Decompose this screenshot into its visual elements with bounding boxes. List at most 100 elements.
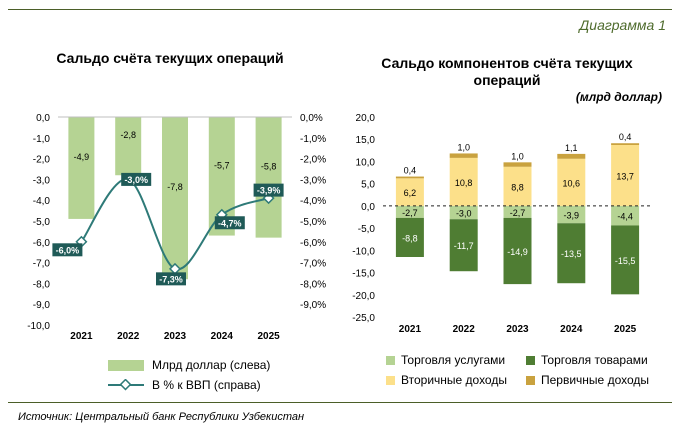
right-chart-y-tick-label: -20,0	[352, 291, 375, 302]
legend-item-line: В % к ВВП (справа)	[108, 378, 261, 392]
services-label: -4,4	[617, 212, 633, 222]
right-y-tick-label: -9,0%	[300, 300, 326, 311]
left-x-tick-label: 2021	[70, 331, 93, 342]
services-bar	[611, 205, 640, 226]
services-bar	[395, 205, 424, 218]
right-chart-y-tick-label: 5,0	[361, 180, 375, 191]
left-x-tick-label: 2022	[117, 331, 140, 342]
right-chart-y-tick-label: 0,0	[361, 202, 375, 213]
legend-swatch-services	[386, 355, 395, 365]
primary-label: 1,0	[511, 151, 524, 161]
right-chart-y-tick-label: 20,0	[356, 113, 376, 124]
gdp-label-box	[121, 172, 152, 186]
left-y-tick-label: 0,0	[36, 113, 50, 124]
left-y-tick-label: -8,0	[33, 279, 51, 290]
left-y-tick-label: -4,0	[33, 196, 51, 207]
legend-label-goods: Торговля товарами	[541, 353, 648, 367]
left-bar-label: -2,8	[120, 130, 136, 140]
legend-swatch-goods	[526, 355, 535, 365]
right-y-tick-label: -7,0%	[300, 259, 326, 270]
goods-bar	[395, 217, 424, 257]
primary-bar	[395, 176, 424, 179]
gdp-label-box	[214, 216, 245, 230]
right-x-tick-label: 2021	[399, 324, 422, 335]
left-bar	[115, 117, 142, 176]
figure-label: Диаграмма 1	[579, 17, 666, 33]
goods-bar	[503, 217, 532, 285]
goods-bar	[611, 225, 640, 295]
gdp-label-box	[253, 183, 284, 197]
gdp-label-box	[156, 272, 186, 286]
secondary-bar	[557, 158, 586, 206]
left-bar-label: -4,9	[74, 152, 90, 162]
right-chart-y-tick-label: -10,0	[352, 246, 375, 257]
secondary-label: 13,7	[616, 171, 634, 181]
right-x-tick-label: 2025	[614, 324, 637, 335]
services-bar	[557, 205, 586, 224]
primary-bar	[611, 143, 640, 145]
secondary-label: 8,8	[511, 182, 524, 192]
goods-label: -8,8	[402, 233, 418, 243]
primary-bar	[503, 162, 532, 167]
bottom-rule	[8, 402, 672, 403]
legend-item-bars: Млрд доллар (слева)	[108, 358, 270, 372]
left-bar	[68, 117, 95, 219]
goods-label: -15,5	[615, 256, 636, 266]
primary-bar	[557, 153, 586, 159]
legend-label-line: В % к ВВП (справа)	[152, 378, 261, 392]
right-y-tick-label: -4,0%	[300, 196, 326, 207]
left-y-tick-label: -10,0	[27, 321, 50, 332]
primary-label: 0,4	[619, 132, 632, 142]
primary-label: 0,4	[404, 166, 417, 176]
right-y-tick-label: -6,0%	[300, 238, 326, 249]
left-y-tick-label: -1,0	[33, 134, 51, 145]
right-chart-y-tick-label: 15,0	[356, 135, 376, 146]
right-chart-y-tick-label: -5,0	[358, 224, 376, 235]
left-bar	[162, 117, 188, 280]
left-bar-label: -5,7	[214, 160, 230, 170]
gdp-label-box	[52, 243, 83, 257]
right-x-tick-label: 2024	[560, 324, 583, 335]
legend-item-services: Торговля услугами	[386, 353, 505, 367]
gdp-label: -3,9%	[257, 186, 281, 196]
right-y-tick-label: -5,0%	[300, 217, 326, 228]
legend-item-primary: Первичные доходы	[526, 373, 649, 387]
primary-bar	[449, 153, 478, 158]
secondary-label: 10,8	[455, 178, 473, 188]
services-label: -3,9	[564, 211, 580, 221]
legend-swatch-primary	[526, 375, 535, 385]
services-label: -2,7	[402, 208, 418, 218]
secondary-bar	[611, 145, 640, 206]
right-y-tick-label: -1,0%	[300, 134, 326, 145]
left-y-tick-label: -6,0	[33, 238, 51, 249]
legend-label-primary: Первичные доходы	[541, 373, 650, 387]
left-x-tick-label: 2025	[257, 331, 280, 342]
legend-swatch-line	[108, 379, 144, 391]
legend-item-goods: Торговля товарами	[526, 353, 648, 367]
services-bar	[503, 205, 532, 218]
left-chart-title: Сальдо счёта текущих операций	[56, 50, 284, 66]
secondary-bar	[503, 166, 532, 206]
secondary-label: 10,6	[563, 178, 581, 188]
secondary-bar	[449, 157, 478, 206]
primary-label: 1,0	[457, 142, 470, 152]
left-y-tick-label: -9,0	[33, 300, 51, 311]
legend-swatch-bars	[108, 359, 144, 371]
gdp-label: -6,0%	[56, 245, 80, 255]
right-y-tick-label: 0,0%	[300, 113, 323, 124]
right-chart-y-tick-label: -25,0	[352, 313, 375, 324]
right-chart-y-tick-label: 10,0	[356, 157, 376, 168]
right-chart-unit: (млрд доллар)	[575, 90, 662, 104]
services-label: -2,7	[510, 208, 526, 218]
legend-label-services: Торговля услугами	[401, 353, 506, 367]
legend-label-bars: Млрд доллар (слева)	[152, 358, 271, 372]
left-x-tick-label: 2024	[211, 331, 234, 342]
services-label: -3,0	[456, 209, 472, 219]
services-bar	[449, 205, 478, 220]
left-y-tick-label: -5,0	[33, 217, 51, 228]
gdp-line-marker	[168, 262, 182, 275]
left-x-tick-label: 2023	[164, 331, 187, 342]
right-y-tick-label: -3,0%	[300, 175, 326, 186]
gdp-label: -7,3%	[159, 274, 183, 284]
